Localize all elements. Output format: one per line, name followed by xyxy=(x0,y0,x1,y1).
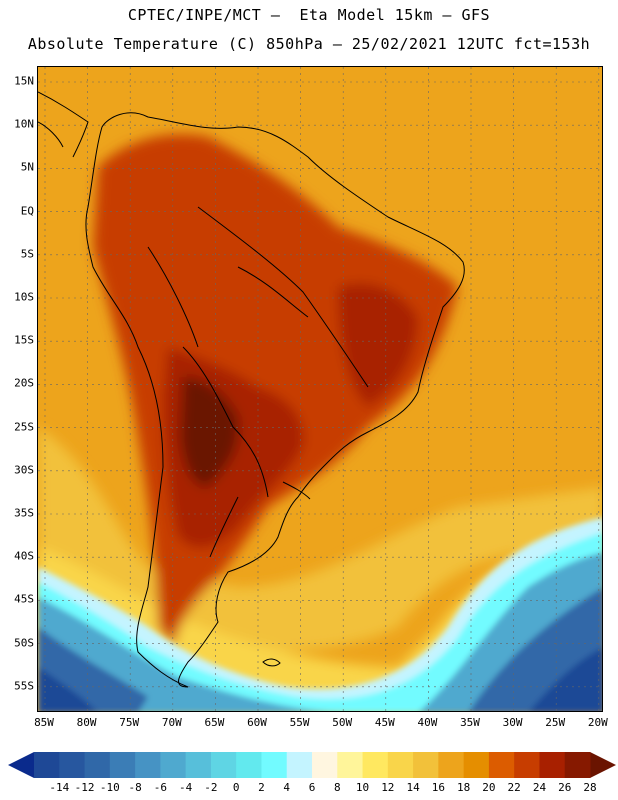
central-america-coastline xyxy=(38,91,89,158)
colorbar-tick-label: 26 xyxy=(558,781,572,794)
colorbar-swatch xyxy=(185,752,212,778)
lon-label: 85W xyxy=(34,716,54,729)
colorbar-tick-label: 4 xyxy=(283,781,291,794)
uruguay-border xyxy=(282,481,311,500)
colorbar-swatch xyxy=(514,752,540,778)
colorbar-tick-label: -12 xyxy=(74,781,95,794)
colorbar-swatch xyxy=(539,752,566,778)
colorbar-tick-label: 28 xyxy=(583,781,597,794)
lat-label: 20S xyxy=(14,376,34,390)
colorbar-tick-label: 0 xyxy=(232,781,240,794)
lon-label: 55W xyxy=(289,716,310,729)
lat-label: 40S xyxy=(14,549,34,563)
lat-label: 15N xyxy=(14,74,34,88)
colorbar-tick-label: 20 xyxy=(482,781,496,794)
cold-mid-zone xyxy=(38,552,602,711)
colorbar-swatch xyxy=(109,752,136,778)
colorbar-swatch xyxy=(160,752,187,778)
colorbar-swatch xyxy=(488,752,515,778)
lon-label: 65W xyxy=(204,716,225,729)
cold-deepest-zone xyxy=(38,648,602,711)
lon-label: 30W xyxy=(502,716,523,729)
lon-label: 50W xyxy=(332,716,353,729)
lat-label: 25S xyxy=(14,420,34,434)
colorbar-swatches xyxy=(8,752,616,778)
falklands xyxy=(262,658,281,667)
colorbar-swatch xyxy=(59,752,86,778)
colorbar-swatch xyxy=(84,752,111,778)
colorbar-tick-label: 22 xyxy=(507,781,521,794)
lat-label: 30S xyxy=(14,463,34,477)
lat-label: 10N xyxy=(14,117,34,131)
colorbar-tick-label: 2 xyxy=(258,781,265,794)
land-hotter-zone xyxy=(163,283,418,548)
lat-label: 5S xyxy=(20,247,34,261)
colorbar-tick-label: -4 xyxy=(179,781,193,794)
colorbar-tick-label: 12 xyxy=(381,781,395,794)
country-borders xyxy=(38,91,465,688)
temperature-map xyxy=(37,66,603,712)
colorbar-tick-label: -8 xyxy=(128,781,142,794)
colorbar-swatch xyxy=(337,752,364,778)
lon-label: 20W xyxy=(587,716,608,729)
colorbar-tick-label: 14 xyxy=(406,781,420,794)
lat-label: 5N xyxy=(20,160,34,174)
lon-label: 45W xyxy=(374,716,395,729)
colorbar-tick-label: 10 xyxy=(355,781,370,794)
lat-label: 45S xyxy=(14,592,34,606)
colorbar-swatch xyxy=(362,752,389,778)
colorbar-swatch xyxy=(463,752,490,778)
colorbar-swatch xyxy=(387,752,414,778)
temperature-field xyxy=(38,67,602,711)
lat-label: 10S xyxy=(14,290,34,304)
colorbar-tick-label: -2 xyxy=(204,781,218,794)
lat-label: 15S xyxy=(14,333,34,347)
colorbar-swatch xyxy=(312,752,338,778)
colorbar-tick-label: -10 xyxy=(99,781,120,794)
northern-hot-zone xyxy=(118,146,239,217)
colorbar-tick-label: -14 xyxy=(49,781,70,794)
map-title-line1: CPTEC/INPE/MCT – Eta Model 15km – GFS xyxy=(127,6,491,24)
land-hottest-zone xyxy=(180,377,239,487)
lon-label: 60W xyxy=(247,716,267,729)
colorbar-tick-label: 6 xyxy=(308,781,316,794)
colorbar-swatch xyxy=(438,752,465,778)
colorbar-max-arrow xyxy=(590,752,616,778)
colorbar-swatch xyxy=(236,752,262,778)
colorbar-tick-label: 18 xyxy=(457,781,471,794)
south-america-coastline xyxy=(85,112,465,688)
lon-label: 40W xyxy=(417,716,438,729)
lat-label: 50S xyxy=(14,636,34,650)
lat-label: 55S xyxy=(14,679,34,693)
lat-label: EQ xyxy=(20,204,34,218)
lon-label: 75W xyxy=(119,716,140,729)
colorbar-tick-label: 24 xyxy=(532,781,547,794)
lon-label: 25W xyxy=(545,716,566,729)
andes-borders xyxy=(147,246,269,558)
colorbar-swatch xyxy=(210,752,237,778)
cold-temperature-zones xyxy=(38,517,602,711)
colorbar-swatch xyxy=(564,752,591,778)
brazil-border xyxy=(197,206,369,388)
temperature-colorbar xyxy=(8,752,616,778)
lon-label: 35W xyxy=(460,716,480,729)
colorbar-swatch xyxy=(286,752,313,778)
colorbar-tick-label: -6 xyxy=(153,781,167,794)
colorbar-swatch xyxy=(34,752,60,778)
colorbar-swatch xyxy=(261,752,288,778)
lat-label: 35S xyxy=(14,506,34,520)
cold-light-zone xyxy=(38,532,602,711)
lon-label: 70W xyxy=(161,716,182,729)
lon-label: 80W xyxy=(76,716,97,729)
map-title-line2: Absolute Temperature (C) 850hPa – 25/02/… xyxy=(27,35,591,53)
colorbar-tick-label: 16 xyxy=(431,781,445,794)
colorbar-tick-label: 8 xyxy=(333,781,341,794)
colorbar-swatch xyxy=(413,752,439,778)
colorbar-swatch xyxy=(135,752,161,778)
colorbar-min-arrow xyxy=(8,752,34,778)
